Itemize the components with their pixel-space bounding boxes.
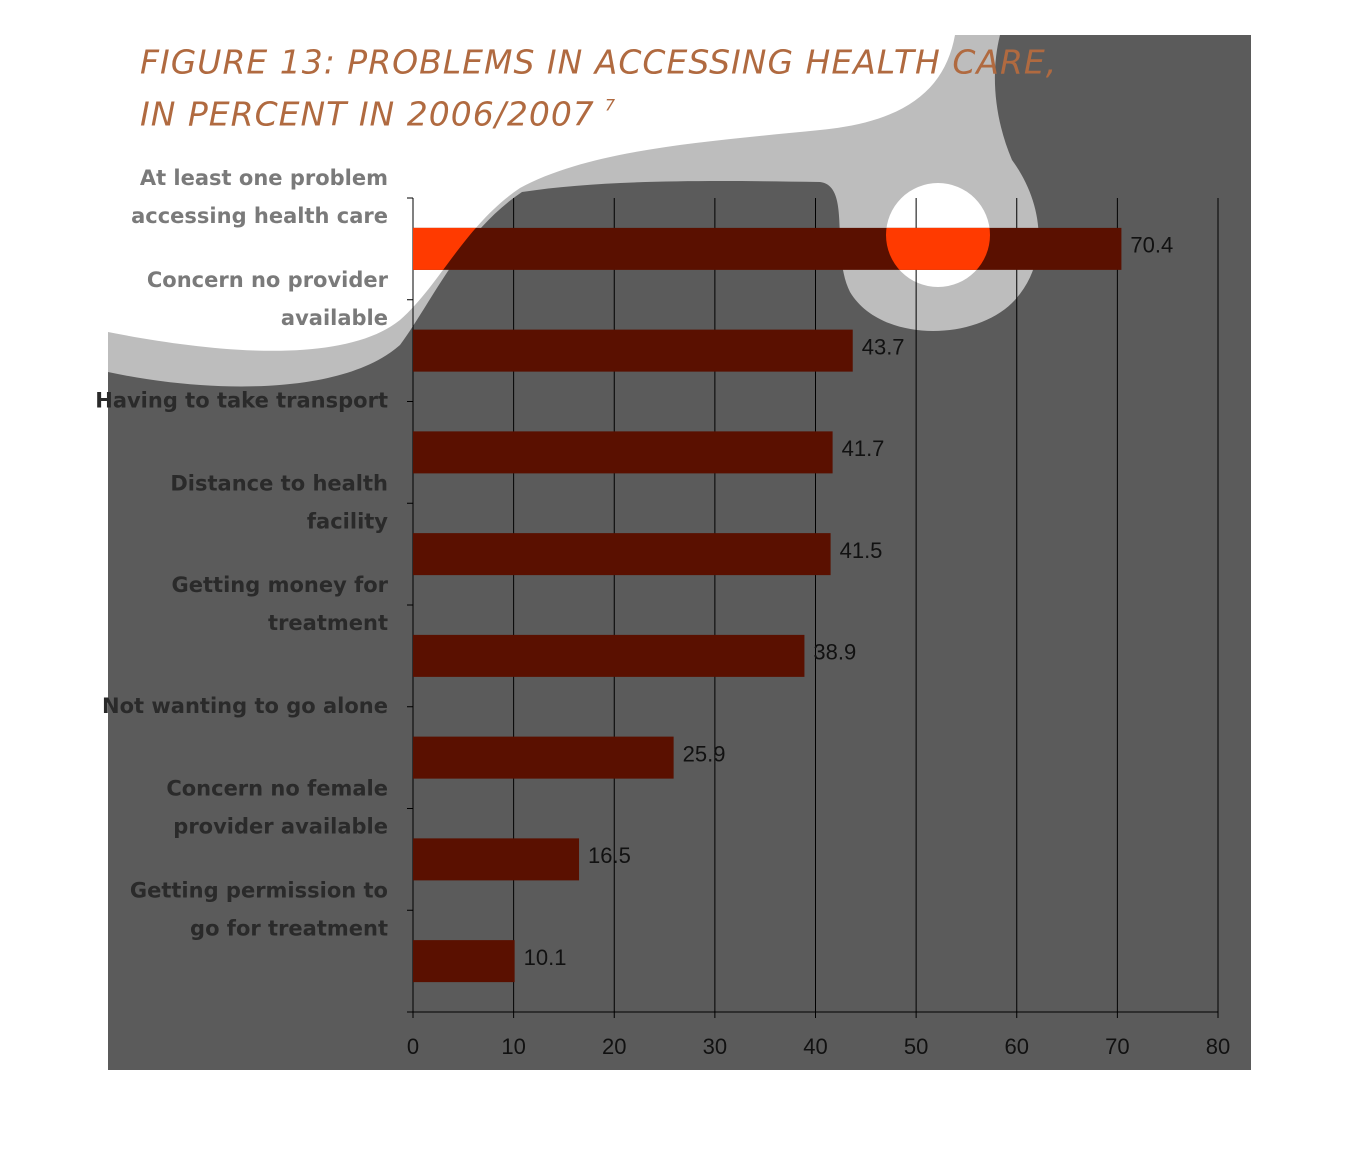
data-label: 43.7 <box>862 334 905 359</box>
x-tick-label: 50 <box>904 1034 928 1059</box>
y-tick-label: available <box>281 306 388 330</box>
bar <box>413 227 1122 270</box>
y-tick-label: Not wanting to go alone <box>102 694 388 718</box>
bar <box>413 838 580 881</box>
chart-title: FIGURE 13: PROBLEMS IN ACCESSING HEALTH … <box>140 43 1057 82</box>
y-tick-label: Getting money for <box>172 573 389 597</box>
x-tick-label: 40 <box>803 1034 827 1059</box>
data-label: 41.7 <box>842 436 885 461</box>
bar <box>413 736 674 779</box>
chart-title: IN PERCENT IN 2006/2007 <box>140 95 595 134</box>
x-tick-label: 30 <box>703 1034 727 1059</box>
y-tick-label: facility <box>307 509 388 533</box>
data-label: 70.4 <box>1130 233 1173 258</box>
y-tick-label: Concern no provider <box>147 268 389 292</box>
y-tick-label: Getting permission to <box>130 878 388 902</box>
data-label: 10.1 <box>524 945 567 970</box>
data-label: 41.5 <box>840 538 883 563</box>
x-tick-label: 10 <box>501 1034 525 1059</box>
bar <box>413 634 805 677</box>
x-tick-label: 60 <box>1005 1034 1029 1059</box>
bar <box>413 329 853 372</box>
bar <box>413 431 833 474</box>
y-tick-label: treatment <box>268 611 388 635</box>
y-tick-label: Distance to health <box>170 471 388 495</box>
y-tick-label: At least one problem <box>140 166 388 190</box>
x-tick-label: 20 <box>602 1034 626 1059</box>
y-tick-label: provider available <box>173 815 388 839</box>
bar <box>413 533 831 576</box>
y-tick-label: Concern no female <box>166 777 388 801</box>
title-footnote: 7 <box>605 96 616 115</box>
data-label: 16.5 <box>588 843 631 868</box>
x-tick-label: 70 <box>1105 1034 1129 1059</box>
x-tick-label: 0 <box>407 1034 419 1059</box>
data-label: 38.9 <box>813 640 856 665</box>
x-tick-label: 80 <box>1206 1034 1230 1059</box>
y-tick-label: go for treatment <box>190 916 388 940</box>
y-tick-label: accessing health care <box>131 204 388 228</box>
data-label: 25.9 <box>683 741 726 766</box>
y-tick-label: Having to take transport <box>95 389 388 413</box>
bar <box>413 940 515 983</box>
